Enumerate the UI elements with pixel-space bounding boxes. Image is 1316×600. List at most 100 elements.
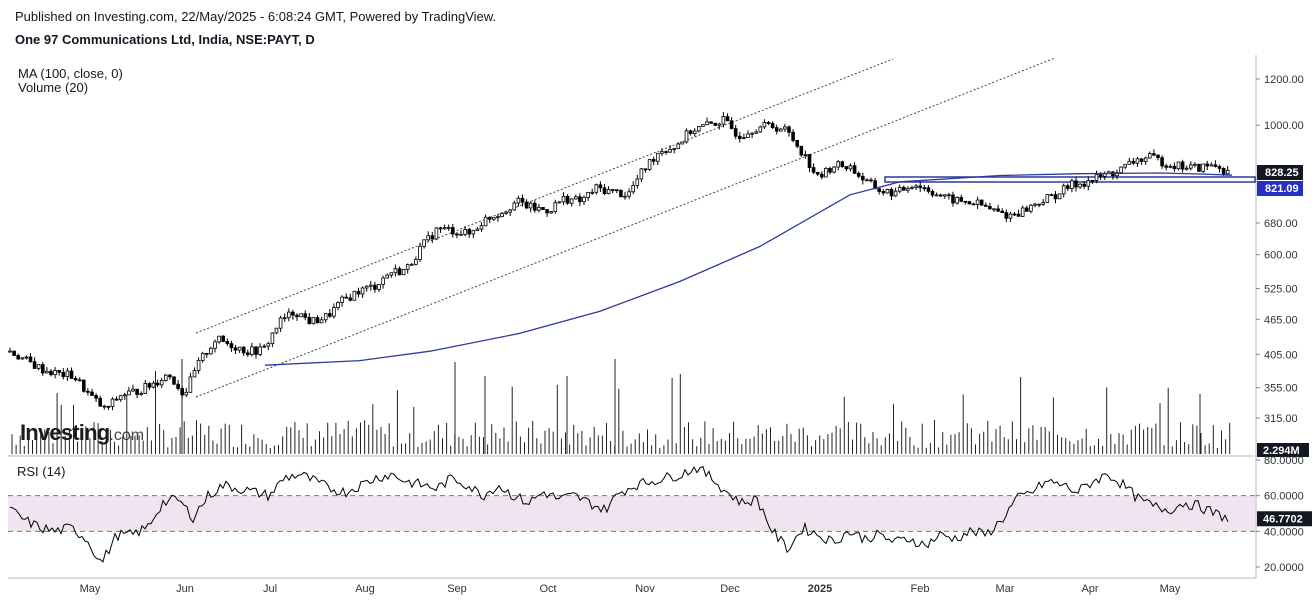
candle-body: [94, 395, 98, 399]
candle-body: [57, 370, 61, 373]
volume-bars: [11, 359, 1231, 454]
candle-body: [139, 393, 144, 395]
candle-body: [315, 317, 320, 324]
candle-body: [676, 143, 681, 150]
candle-body: [820, 173, 824, 178]
candle-body: [385, 274, 389, 279]
candle-body: [717, 123, 722, 126]
candle-body: [692, 130, 697, 135]
candle-body: [606, 189, 611, 195]
candle-body: [844, 166, 849, 170]
candle-body: [1172, 165, 1177, 170]
candle-body: [471, 230, 476, 235]
rsi-value-badge: [1257, 511, 1312, 527]
candle-body: [762, 121, 767, 128]
candle-body: [639, 168, 644, 180]
candle-body: [660, 151, 664, 154]
candle-body: [77, 379, 82, 382]
candle-body: [975, 199, 980, 205]
candle-body: [516, 197, 521, 204]
candle-body: [192, 370, 197, 378]
price-tick-label: 680.00: [1264, 218, 1298, 230]
volume-value-badge: [1257, 443, 1309, 457]
candle-body: [738, 135, 742, 139]
candle-body: [656, 152, 660, 162]
candle-body: [746, 133, 750, 138]
time-axis-label: Nov: [635, 583, 655, 595]
candle-body: [1189, 164, 1193, 169]
candle-body: [49, 370, 53, 376]
candle-body: [479, 225, 484, 230]
candle-body: [319, 319, 324, 324]
candle-body: [1094, 174, 1099, 181]
candle-body: [1225, 169, 1230, 175]
ma-line: [264, 172, 1233, 366]
candle-body: [627, 191, 631, 197]
candle-body: [533, 202, 537, 211]
candle-body: [73, 378, 78, 381]
rsi-tick-label: 60.0000: [1264, 491, 1304, 503]
candle-body: [885, 188, 890, 194]
candle-body: [155, 382, 160, 386]
time-axis-label: Mar: [996, 583, 1015, 595]
price-tick-label: 1200.00: [1264, 74, 1304, 86]
candle-body: [32, 361, 37, 369]
candle-body: [1217, 166, 1222, 169]
candle-body: [750, 132, 754, 135]
candle-body: [41, 364, 45, 374]
candle-body: [1168, 165, 1173, 168]
volume-indicator-label[interactable]: Volume (20): [18, 80, 89, 95]
candle-body: [217, 335, 221, 343]
candle-body: [98, 397, 103, 407]
candle-body: [323, 313, 328, 321]
candle-body: [53, 370, 57, 376]
candle-body: [934, 194, 939, 197]
candle-body: [1193, 163, 1197, 166]
candle-body: [143, 383, 148, 394]
candle-body: [1197, 163, 1201, 172]
candle-body: [754, 131, 758, 134]
candle-body: [1074, 180, 1078, 188]
ma-indicator-label[interactable]: MA (100, close, 0): [18, 66, 123, 81]
candle-body: [245, 352, 250, 356]
candle-body: [1057, 193, 1062, 200]
candle-body: [1012, 213, 1017, 216]
candle-body: [1184, 167, 1189, 170]
candle-body: [619, 189, 623, 198]
candle-body: [196, 359, 201, 371]
candle-body: [114, 398, 119, 401]
candle-body: [434, 227, 439, 240]
candle-body: [549, 211, 553, 214]
candle-body: [303, 313, 307, 318]
candle-body: [574, 196, 578, 200]
volume-value: 2.294M: [1263, 445, 1300, 457]
candle-body: [266, 343, 271, 347]
candle-body: [709, 121, 713, 124]
candle-body: [914, 185, 918, 188]
candle-body: [938, 194, 943, 197]
candle-body: [774, 127, 779, 132]
candle-body: [1213, 164, 1218, 167]
candle-body: [131, 388, 135, 392]
candle-body: [286, 311, 291, 319]
candle-body: [422, 239, 426, 247]
candle-body: [713, 122, 717, 126]
candle-body: [783, 126, 787, 130]
candle-body: [930, 190, 935, 196]
candle-body: [172, 376, 176, 385]
candle-body: [664, 151, 668, 154]
candle-body: [332, 307, 336, 317]
candle-body: [45, 370, 49, 374]
candle-body: [647, 159, 652, 170]
candle-body: [553, 202, 558, 213]
candle-body: [590, 191, 594, 194]
candle-body: [672, 148, 676, 151]
candle-body: [721, 116, 726, 125]
rsi-indicator-label[interactable]: RSI (14): [17, 464, 66, 479]
candle-body: [467, 229, 471, 235]
candle-body: [594, 184, 599, 193]
candle-body: [1061, 185, 1066, 195]
rsi-value: 46.7702: [1263, 513, 1303, 525]
candle-body: [200, 352, 205, 361]
